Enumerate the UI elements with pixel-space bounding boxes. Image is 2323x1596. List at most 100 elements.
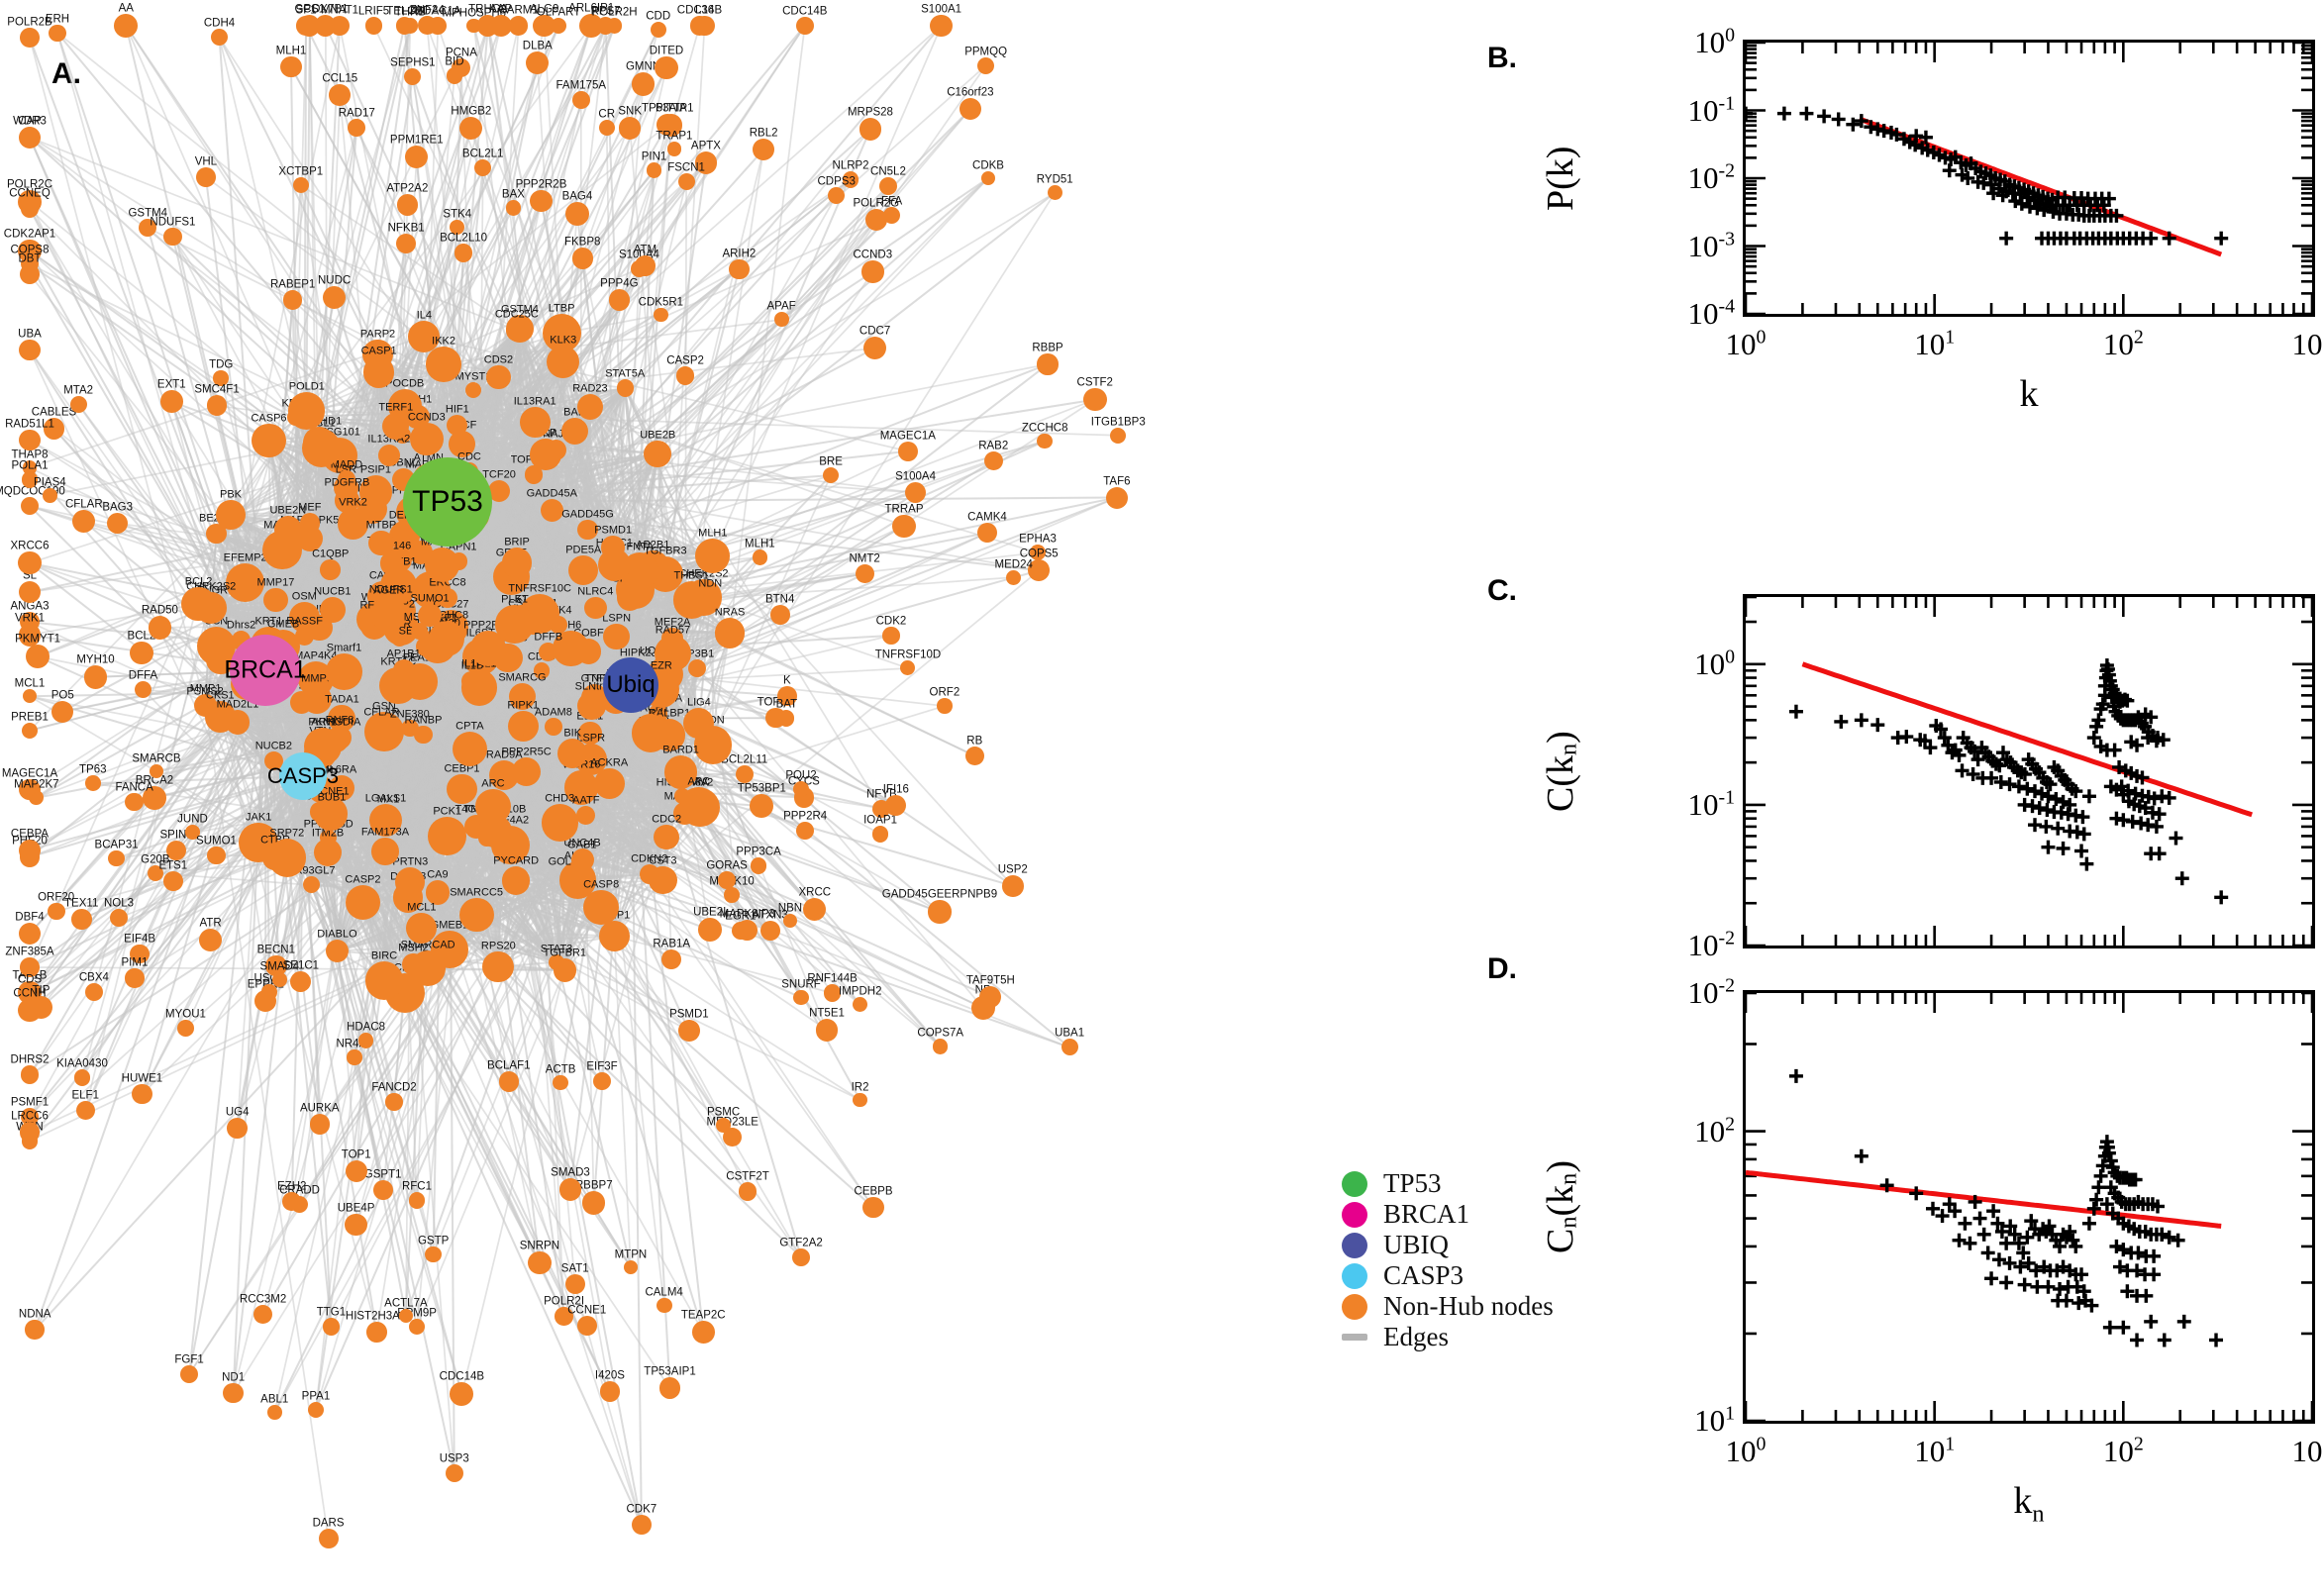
- network-node[interactable]: [460, 669, 498, 706]
- network-node[interactable]: [598, 921, 630, 951]
- network-node[interactable]: [18, 624, 42, 647]
- network-node[interactable]: [447, 414, 468, 436]
- network-node[interactable]: [1110, 427, 1127, 444]
- network-node[interactable]: [511, 757, 542, 787]
- network-node[interactable]: [323, 727, 349, 752]
- network-node[interactable]: [108, 849, 125, 866]
- network-node[interactable]: [699, 588, 722, 612]
- network-node[interactable]: [646, 161, 662, 178]
- network-node[interactable]: [329, 84, 352, 106]
- hub-node-brca1[interactable]: [230, 635, 301, 706]
- network-node[interactable]: [675, 366, 695, 385]
- network-node[interactable]: [69, 395, 87, 413]
- network-node[interactable]: [345, 1159, 367, 1182]
- network-node[interactable]: [778, 710, 795, 727]
- network-node[interactable]: [576, 806, 596, 826]
- network-node[interactable]: [583, 596, 607, 620]
- network-node[interactable]: [19, 430, 41, 451]
- network-node[interactable]: [303, 876, 321, 894]
- network-node[interactable]: [933, 1039, 949, 1054]
- network-node[interactable]: [568, 555, 599, 586]
- network-node[interactable]: [265, 954, 287, 977]
- network-node[interactable]: [528, 1250, 552, 1275]
- network-node[interactable]: [225, 710, 251, 735]
- network-node[interactable]: [855, 564, 874, 583]
- network-node[interactable]: [644, 440, 672, 468]
- network-node[interactable]: [897, 441, 918, 461]
- hub-node-tp53[interactable]: [403, 457, 492, 547]
- network-node[interactable]: [796, 821, 815, 840]
- network-node[interactable]: [195, 166, 216, 187]
- network-node[interactable]: [166, 841, 187, 861]
- network-node[interactable]: [553, 630, 589, 667]
- plot-area-b[interactable]: [1743, 40, 2315, 317]
- network-node[interactable]: [371, 838, 399, 865]
- network-node[interactable]: [724, 887, 740, 903]
- network-node[interactable]: [428, 817, 467, 855]
- network-node[interactable]: [404, 67, 422, 85]
- network-node[interactable]: [937, 698, 953, 714]
- network-node[interactable]: [1037, 353, 1059, 375]
- network-node[interactable]: [861, 260, 884, 283]
- network-node[interactable]: [564, 202, 589, 226]
- network-node[interactable]: [561, 866, 580, 885]
- network-node[interactable]: [853, 996, 868, 1013]
- network-node[interactable]: [426, 346, 461, 382]
- network-node[interactable]: [325, 939, 350, 963]
- network-node[interactable]: [576, 393, 603, 420]
- network-node[interactable]: [977, 56, 995, 74]
- network-node[interactable]: [558, 1178, 582, 1201]
- network-node[interactable]: [577, 519, 598, 540]
- legend-item[interactable]: TP53: [1342, 1168, 1554, 1199]
- network-node[interactable]: [414, 725, 433, 744]
- network-node[interactable]: [863, 337, 887, 359]
- network-node[interactable]: [410, 950, 446, 986]
- network-node[interactable]: [109, 908, 129, 927]
- network-node[interactable]: [47, 902, 65, 921]
- network-node[interactable]: [793, 989, 809, 1006]
- network-node[interactable]: [718, 870, 736, 889]
- network-node[interactable]: [402, 18, 419, 34]
- network-node[interactable]: [608, 289, 630, 311]
- network-node[interactable]: [368, 803, 403, 837]
- network-node[interactable]: [125, 968, 145, 988]
- network-node[interactable]: [547, 345, 580, 379]
- network-node[interactable]: [883, 206, 901, 224]
- network-node[interactable]: [83, 665, 108, 689]
- network-node[interactable]: [292, 176, 309, 193]
- network-node[interactable]: [505, 200, 521, 216]
- network-node[interactable]: [735, 764, 754, 783]
- network-node[interactable]: [84, 982, 104, 1001]
- network-node[interactable]: [366, 1322, 387, 1343]
- network-node[interactable]: [345, 1213, 367, 1237]
- network-node[interactable]: [271, 972, 287, 988]
- network-node[interactable]: [211, 29, 229, 47]
- network-node[interactable]: [226, 562, 265, 602]
- network-node[interactable]: [864, 209, 887, 232]
- network-node[interactable]: [578, 721, 602, 746]
- network-node[interactable]: [555, 1307, 573, 1326]
- network-node[interactable]: [563, 770, 599, 805]
- network-node[interactable]: [252, 1304, 273, 1325]
- network-node[interactable]: [560, 417, 588, 445]
- legend-item[interactable]: CASP3: [1342, 1260, 1554, 1291]
- hub-node-casp3[interactable]: [279, 752, 327, 800]
- network-node[interactable]: [139, 219, 157, 238]
- network-node[interactable]: [795, 17, 814, 35]
- network-node[interactable]: [452, 731, 488, 767]
- plot-area-c[interactable]: [1743, 594, 2315, 948]
- network-node[interactable]: [564, 1273, 585, 1295]
- network-node[interactable]: [43, 417, 65, 440]
- network-node[interactable]: [655, 635, 691, 672]
- network-node[interactable]: [557, 738, 588, 768]
- network-node[interactable]: [687, 658, 707, 677]
- network-node[interactable]: [206, 523, 227, 545]
- network-node[interactable]: [348, 119, 366, 137]
- network-node[interactable]: [533, 14, 556, 38]
- network-node[interactable]: [526, 51, 550, 75]
- network-node[interactable]: [530, 439, 561, 470]
- network-node[interactable]: [959, 98, 981, 121]
- network-node[interactable]: [337, 470, 356, 489]
- network-node[interactable]: [576, 1316, 597, 1336]
- network-node[interactable]: [436, 624, 459, 647]
